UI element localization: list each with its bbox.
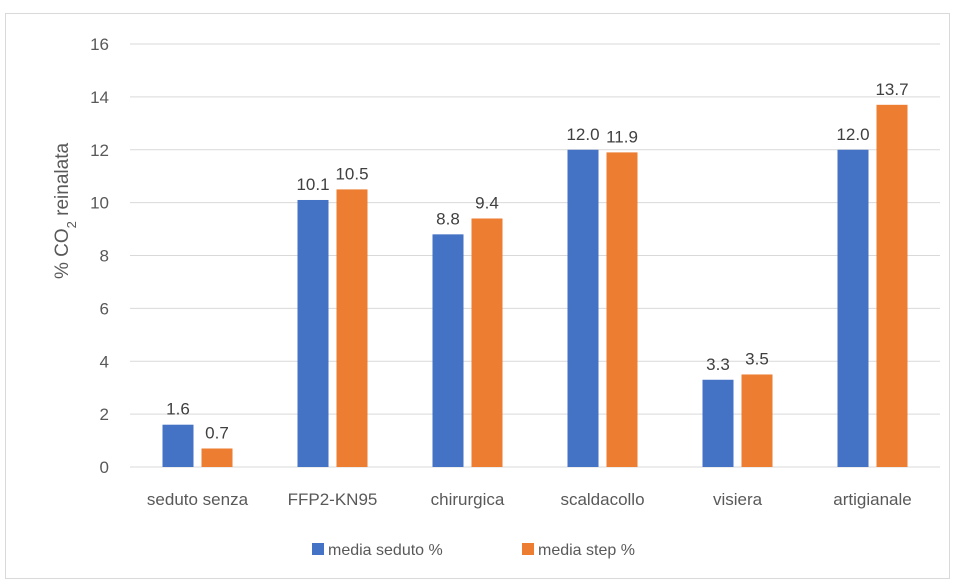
x-category-label: FFP2-KN95: [288, 490, 378, 509]
bar: [702, 379, 734, 467]
legend-label: media seduto %: [328, 542, 443, 559]
y-tick-label: 16: [90, 35, 109, 54]
data-label: 3.5: [745, 349, 769, 368]
data-label: 10.5: [335, 164, 368, 183]
legend-label: media step %: [538, 542, 635, 559]
data-label: 12.0: [836, 125, 869, 144]
y-axis-title-prefix: % CO: [52, 228, 73, 279]
bar: [741, 374, 773, 467]
y-tick-label: 12: [90, 141, 109, 160]
data-labels: 1.6 0.7 10.1 10.5 8.8 9.4 12.0 11.9 3.3 3.5 12.0 13…: [166, 80, 908, 443]
bar: [336, 189, 368, 467]
data-label: 11.9: [606, 127, 638, 146]
y-tick-label: 8: [100, 247, 109, 266]
data-label: 12.0: [566, 125, 599, 144]
data-label: 3.3: [706, 355, 730, 374]
y-tick-label: 14: [90, 88, 109, 107]
data-label: 13.7: [875, 80, 908, 99]
y-tick-label: 2: [100, 405, 109, 424]
bar: [606, 152, 638, 468]
x-category-label: scaldacollo: [560, 490, 644, 509]
bar-chart: 0 2 4 6 8 10 12 14 16 1.6 0.7 10.1 10.5 8.8 9.4 12.0 11…: [52, 35, 940, 559]
y-tick-label: 10: [90, 194, 109, 213]
data-label: 8.8: [436, 209, 460, 228]
bar: [837, 149, 869, 467]
data-label: 10.1: [296, 175, 329, 194]
bar: [201, 448, 233, 467]
chart-frame: 0 2 4 6 8 10 12 14 16 1.6 0.7 10.1 10.5 8.8 9.4 12.0 11…: [5, 13, 950, 579]
y-axis-title-suffix: reinalata: [52, 143, 73, 222]
y-tick-label: 0: [100, 458, 109, 477]
bars: [162, 104, 908, 468]
data-label: 0.7: [205, 423, 229, 442]
y-axis-title: % CO2 reinalata: [52, 143, 79, 280]
bar: [876, 104, 908, 468]
data-label: 9.4: [475, 193, 499, 212]
bar: [567, 149, 599, 467]
y-tick-label: 4: [100, 352, 109, 371]
legend: media seduto % media step %: [312, 542, 635, 559]
bar: [297, 199, 329, 467]
y-tick-label: 6: [100, 299, 109, 318]
bar: [432, 234, 464, 467]
data-label: 1.6: [166, 400, 190, 419]
bar: [471, 218, 503, 467]
x-category-label: artigianale: [833, 490, 911, 509]
gridlines: [130, 43, 940, 468]
x-category-label: chirurgica: [431, 490, 505, 509]
legend-swatch: [522, 543, 534, 555]
x-category-label: seduto senza: [147, 490, 249, 509]
x-category-label: visiera: [713, 490, 763, 509]
x-axis-categories: seduto senza FFP2-KN95 chirurgica scaldacol…: [147, 490, 912, 509]
y-axis-ticks: 0 2 4 6 8 10 12 14 16: [90, 35, 109, 477]
y-axis-title-subscript: 2: [64, 221, 79, 228]
legend-swatch: [312, 543, 324, 555]
bar: [162, 424, 194, 467]
